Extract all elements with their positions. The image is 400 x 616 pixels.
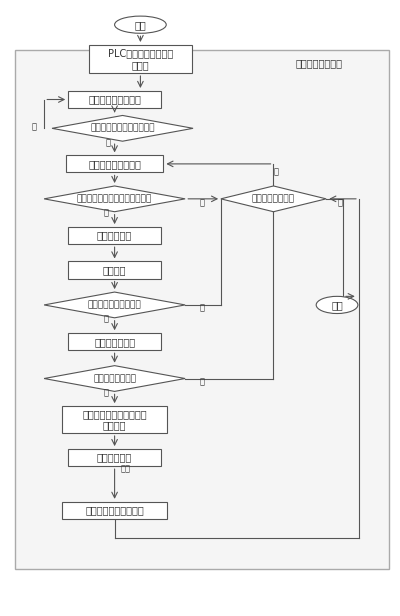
Text: 粗轧是否轧制完成: 粗轧是否轧制完成 bbox=[93, 374, 136, 383]
Text: 零件误差中心: 零件误差中心 bbox=[97, 230, 132, 241]
Text: 采集数据是否满足最小采样周期: 采集数据是否满足最小采样周期 bbox=[77, 194, 152, 203]
Bar bbox=[68, 227, 161, 244]
Text: 是: 是 bbox=[103, 315, 108, 323]
Text: 否: 否 bbox=[200, 198, 204, 207]
Text: 带钢状态分析子系统: 带钢状态分析子系统 bbox=[88, 94, 141, 105]
Text: 否: 否 bbox=[200, 304, 204, 312]
Text: 零件误差中心: 零件误差中心 bbox=[97, 453, 132, 463]
Bar bbox=[89, 45, 192, 73]
Bar bbox=[62, 406, 167, 433]
Text: 模型进行下一次带钢宽度
设定计算: 模型进行下一次带钢宽度 设定计算 bbox=[82, 409, 147, 431]
Text: PLC接收到仪表宽度测
量数据: PLC接收到仪表宽度测 量数据 bbox=[108, 48, 173, 70]
Ellipse shape bbox=[114, 16, 166, 33]
Polygon shape bbox=[221, 186, 326, 212]
Bar bbox=[68, 449, 161, 466]
Bar bbox=[15, 51, 389, 569]
Text: 二级过程控制系统: 二级过程控制系统 bbox=[296, 58, 343, 68]
Text: 是: 是 bbox=[337, 198, 342, 207]
Polygon shape bbox=[44, 186, 185, 212]
Text: 模型系统: 模型系统 bbox=[103, 265, 126, 275]
Text: 是: 是 bbox=[105, 138, 110, 147]
Polygon shape bbox=[52, 115, 193, 141]
Text: 否: 否 bbox=[274, 168, 279, 176]
Text: 带钢是否进入稳定轧制状态: 带钢是否进入稳定轧制状态 bbox=[90, 124, 155, 133]
Text: 结束: 结束 bbox=[331, 300, 343, 310]
Text: 带钢是否轧制完成: 带钢是否轧制完成 bbox=[252, 194, 295, 203]
Text: 粗轧宽度设备进行控制: 粗轧宽度设备进行控制 bbox=[85, 505, 144, 516]
Text: 否: 否 bbox=[103, 388, 108, 397]
Text: 是: 是 bbox=[200, 377, 204, 386]
Polygon shape bbox=[44, 366, 185, 391]
Bar bbox=[62, 502, 167, 519]
Text: 下发: 下发 bbox=[121, 464, 131, 473]
Text: 是否在模型学习范围内: 是否在模型学习范围内 bbox=[88, 301, 142, 309]
Text: 模型自适应学习: 模型自适应学习 bbox=[94, 337, 135, 347]
Text: 数据采集分析子系统: 数据采集分析子系统 bbox=[88, 159, 141, 169]
Text: 否: 否 bbox=[32, 122, 36, 131]
Bar bbox=[68, 91, 161, 108]
Polygon shape bbox=[44, 292, 185, 318]
Bar bbox=[68, 261, 161, 278]
Text: 开始: 开始 bbox=[134, 20, 146, 30]
Text: 是: 是 bbox=[103, 208, 108, 217]
Ellipse shape bbox=[316, 296, 358, 314]
Bar bbox=[66, 155, 163, 172]
Bar bbox=[68, 333, 161, 351]
